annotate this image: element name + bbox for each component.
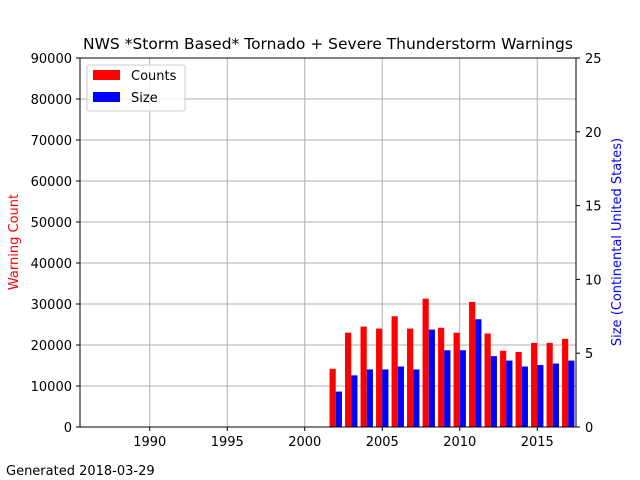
y2-tick-label: 25 <box>585 52 602 67</box>
legend-label-counts: Counts <box>131 69 177 84</box>
y2-axis-label: Size (Continental United States) <box>610 138 625 346</box>
x-tick-label: 2015 <box>521 435 554 450</box>
bars <box>329 298 575 427</box>
y2-tick-label: 20 <box>585 126 602 141</box>
y-axis-label: Warning Count <box>7 194 22 290</box>
bar-size <box>537 365 544 427</box>
y-tick-label: 30000 <box>31 298 72 313</box>
x-tick-label: 2005 <box>366 435 399 450</box>
x-tick-label: 2000 <box>288 435 321 450</box>
y2-tick-label: 0 <box>585 421 593 436</box>
bar-size <box>335 391 342 427</box>
y-tick-label: 10000 <box>31 380 72 395</box>
legend-label-size: Size <box>131 91 158 106</box>
bar-counts <box>345 332 352 427</box>
y-tick-label: 50000 <box>31 216 72 231</box>
bar-size <box>428 329 435 427</box>
bar-size <box>506 360 513 427</box>
y2-tick-label: 5 <box>585 347 593 362</box>
y2-tick-label: 15 <box>585 200 602 215</box>
bar-size <box>351 375 358 427</box>
bar-counts <box>515 351 522 427</box>
bar-counts <box>562 338 569 427</box>
x-tick-label: 2010 <box>443 435 476 450</box>
bar-counts <box>453 332 460 427</box>
bar-counts <box>484 333 491 427</box>
bar-counts <box>438 327 445 427</box>
bar-size <box>552 363 559 427</box>
legend: Counts Size <box>86 64 186 112</box>
chart-title: NWS *Storm Based* Tornado + Severe Thund… <box>83 35 573 53</box>
bar-size <box>490 356 497 427</box>
bar-counts <box>360 326 367 427</box>
bar-counts <box>500 350 507 427</box>
y2-tick-label: 10 <box>585 273 602 288</box>
y-tick-label: 0 <box>64 421 72 436</box>
y-tick-label: 90000 <box>31 52 72 67</box>
bar-size <box>397 366 404 427</box>
bar-counts <box>329 368 336 427</box>
legend-swatch-size <box>93 92 120 102</box>
bar-size <box>521 366 528 427</box>
y-tick-label: 40000 <box>31 257 72 272</box>
bar-counts <box>546 342 553 427</box>
y-tick-label: 60000 <box>31 175 72 190</box>
bar-counts <box>407 328 414 427</box>
bar-size <box>413 369 420 427</box>
x-tick-label: 1990 <box>133 435 166 450</box>
y-tick-label: 80000 <box>31 93 72 108</box>
grid <box>80 57 576 428</box>
bar-counts <box>422 298 429 427</box>
bar-counts <box>376 328 383 427</box>
bar-size <box>568 360 575 427</box>
axes: 1990 1995 2000 2005 2010 20150100002000030000… <box>31 52 602 450</box>
bar-size <box>459 350 466 427</box>
bar-counts <box>531 342 538 427</box>
bar-size <box>366 369 373 427</box>
y-tick-label: 20000 <box>31 339 72 354</box>
y-tick-label: 70000 <box>31 134 72 149</box>
bar-counts <box>391 316 398 427</box>
bar-counts <box>469 301 476 427</box>
x-tick-label: 1995 <box>211 435 244 450</box>
bar-size <box>444 350 451 427</box>
bar-size <box>382 369 389 427</box>
legend-swatch-counts <box>93 70 120 80</box>
plot-frame <box>79 57 577 428</box>
bar-size <box>475 319 482 427</box>
generated-footer: Generated 2018-03-29 <box>6 464 155 479</box>
